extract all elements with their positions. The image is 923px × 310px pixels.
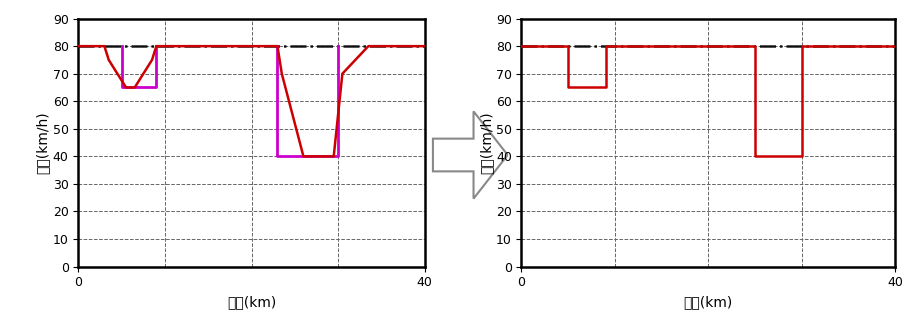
X-axis label: 거리(km): 거리(km) (227, 295, 276, 309)
Y-axis label: 속도(km/h): 속도(km/h) (479, 111, 493, 174)
Y-axis label: 속도(km/h): 속도(km/h) (36, 111, 50, 174)
X-axis label: 거리(km): 거리(km) (684, 295, 733, 309)
